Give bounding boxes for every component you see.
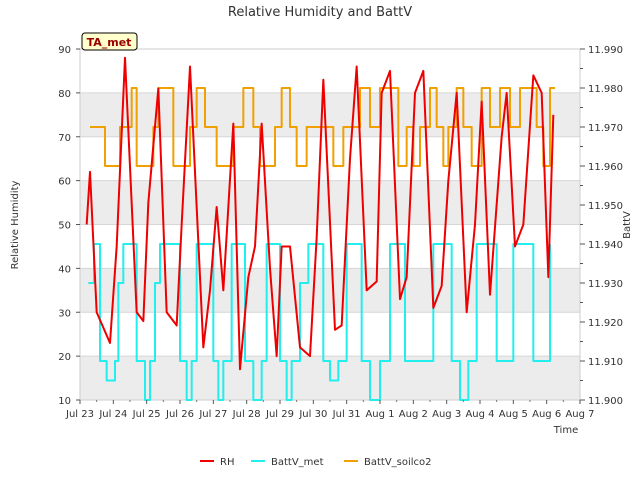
y2-tick-label: 11.920 (588, 318, 623, 329)
y2-axis-label: BattV (622, 211, 633, 239)
y2-tick-label: 11.930 (588, 279, 623, 290)
legend-label: RH (220, 457, 234, 468)
x-tick-label: Aug 2 (399, 409, 428, 420)
y-tick-label: 60 (58, 177, 71, 188)
annotation-box-bg (81, 32, 138, 51)
y2-axis-ticks: 11.900 11.910 11.920 11.930 11.940 11.950 11.9… (580, 45, 623, 407)
x-tick-label: Jul 28 (232, 409, 261, 420)
annotation-text: TA_met (87, 36, 132, 49)
x-tick-label: Jul 27 (198, 409, 227, 420)
x-axis-ticks: Jul 23 Jul 24 Jul 25 Jul 26 Jul 27 Jul 28 Jul … (65, 400, 595, 420)
y-tick-label: 70 (58, 133, 71, 144)
y2-tick-label: 11.970 (588, 123, 623, 134)
chart-title: Relative Humidity and BattV (228, 5, 412, 20)
y-tick-label: 40 (58, 264, 71, 275)
x-tick-label: Jul 26 (165, 409, 194, 420)
x-tick-label: Jul 25 (132, 409, 161, 420)
y2-tick-label: 11.960 (588, 162, 623, 173)
y2-tick-label: 11.980 (588, 84, 623, 95)
x-axis-label: Time (553, 425, 578, 436)
y-tick-label: 30 (58, 308, 71, 319)
x-tick-label: Aug 6 (532, 409, 561, 420)
annotation-box: TA_met (81, 32, 138, 51)
y2-tick-label: 11.940 (588, 240, 623, 251)
y-tick-label: 20 (58, 352, 71, 363)
x-tick-label: Aug 4 (465, 409, 494, 420)
y-tick-label: 90 (58, 45, 71, 56)
y2-tick-label: 11.990 (588, 45, 623, 56)
x-tick-label: Aug 3 (432, 409, 461, 420)
y2-tick-label: 11.950 (588, 201, 623, 212)
x-tick-label: Jul 24 (98, 409, 127, 420)
y-axis-ticks: 10 20 30 40 50 60 70 80 90 (58, 45, 80, 407)
y-axis-label: Relative Humidity (10, 181, 21, 270)
series-layer (85, 56, 555, 401)
legend-label: BattV_met (271, 457, 324, 468)
y2-tick-label: 11.900 (588, 396, 623, 407)
x-tick-label: Aug 5 (499, 409, 528, 420)
series-line-battv-met (88, 243, 551, 401)
x-tick-label: Aug 7 (565, 409, 594, 420)
legend: RH BattV_met BattV_soilco2 (200, 457, 432, 468)
x-tick-label: Jul 31 (332, 409, 361, 420)
background-band (80, 92, 580, 137)
y-tick-label: 50 (58, 221, 71, 232)
x-tick-label: Jul 30 (298, 409, 327, 420)
x-tick-label: Jul 23 (65, 409, 94, 420)
x-tick-label: Jul 29 (265, 409, 294, 420)
x-tick-label: Aug 1 (365, 409, 394, 420)
legend-label: BattV_soilco2 (364, 457, 432, 468)
y-tick-label: 80 (58, 89, 71, 100)
series-line-battv-soilco2 (90, 87, 555, 167)
y-tick-label: 10 (58, 396, 71, 407)
y2-tick-label: 11.910 (588, 357, 623, 368)
series-line-rh (85, 56, 555, 371)
